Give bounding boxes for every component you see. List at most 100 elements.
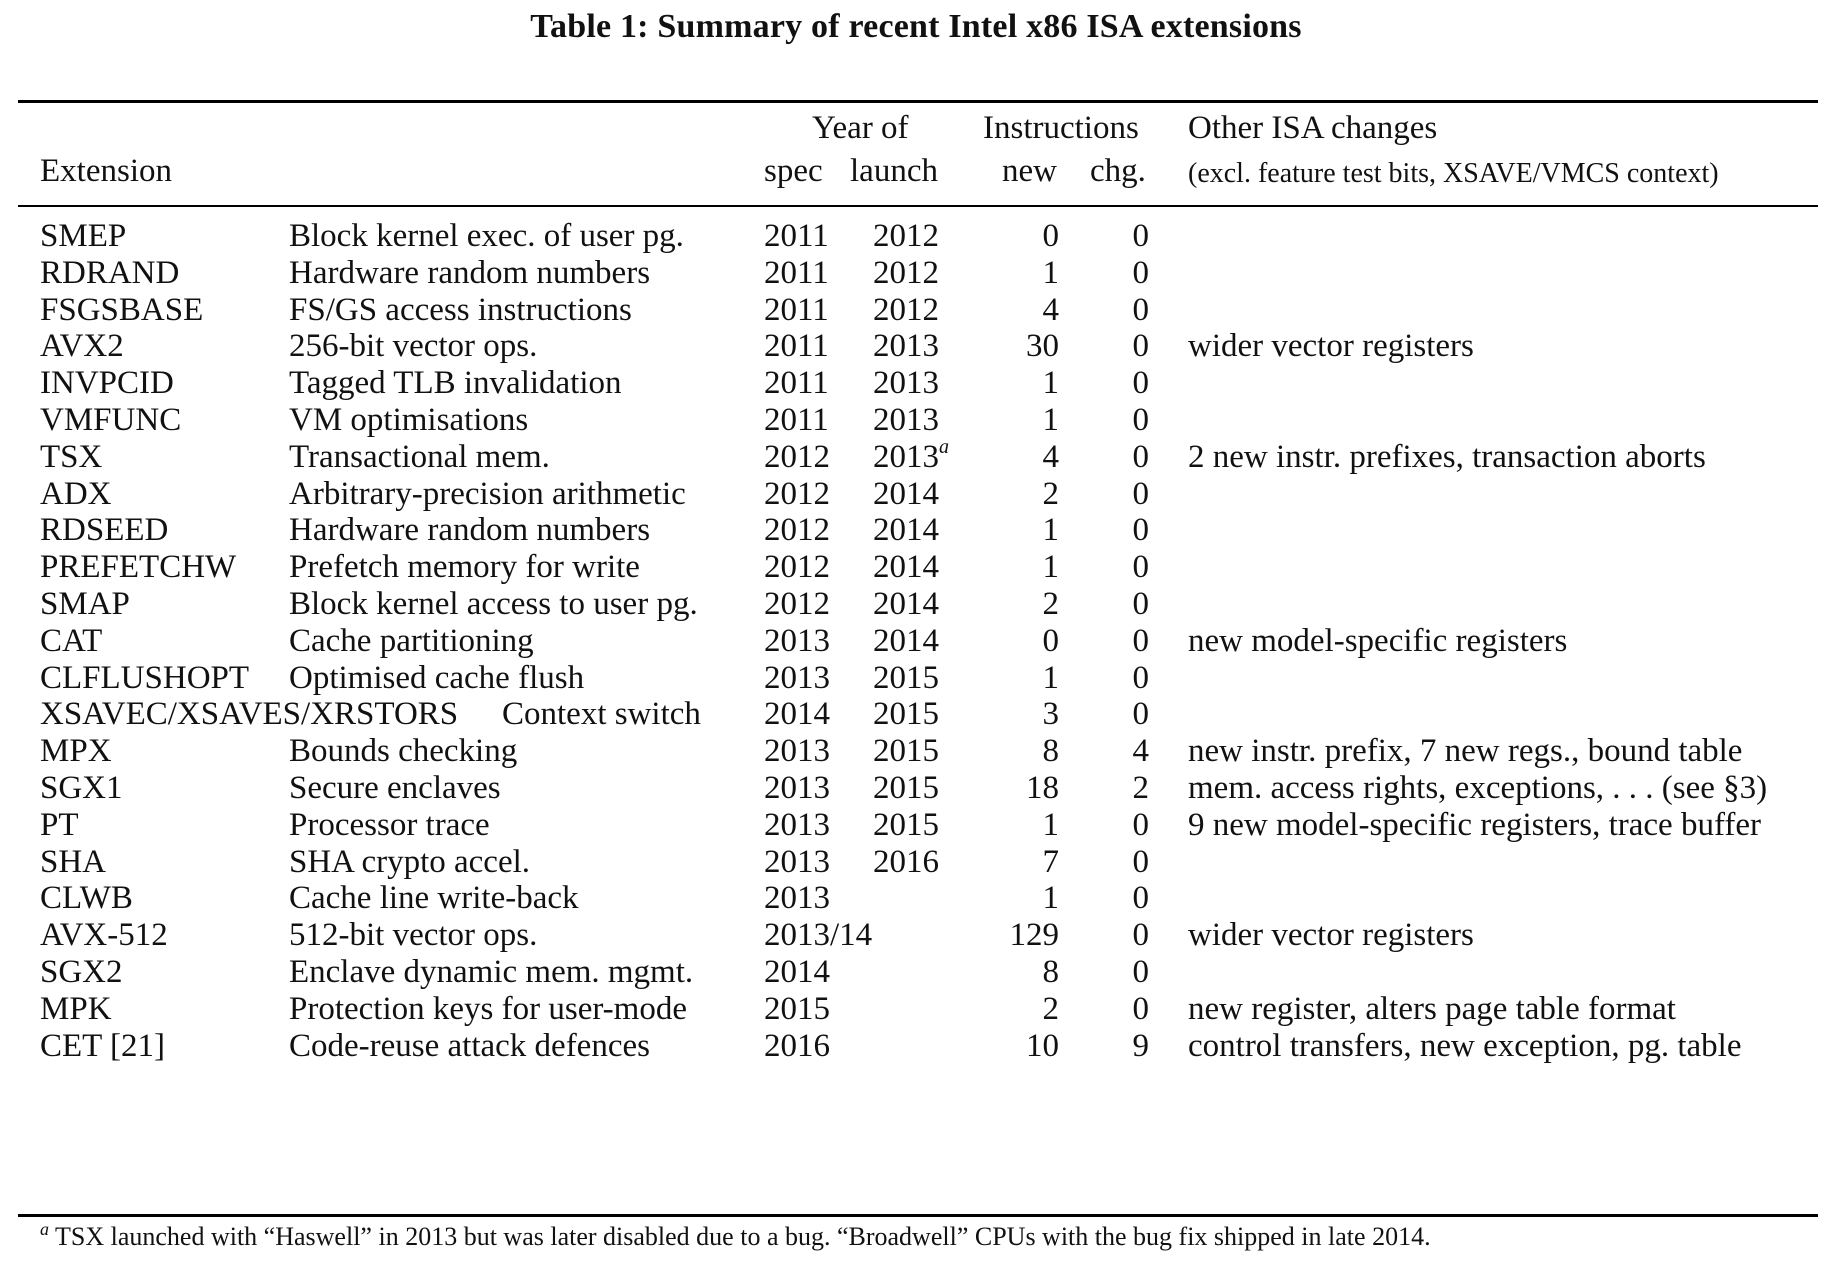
header-year-of: Year of [812, 110, 909, 146]
cell-extension: PREFETCHW [40, 549, 237, 586]
cell-instructions-new: 1 [1042, 806, 1060, 843]
cell-extension: RDRAND [40, 254, 180, 291]
cell-extension: TSX [40, 438, 103, 475]
cell-year-launch: 2015 [873, 733, 939, 770]
cell-year-spec: 2012 [764, 512, 830, 549]
cell-year-spec: 2013/14 [764, 917, 873, 954]
cell-instructions-chg: 0 [1132, 254, 1150, 291]
cell-instructions-chg: 0 [1132, 954, 1150, 990]
table-row: VMFUNC VM optimisations 2011 2013 1 0 [0, 399, 1832, 442]
table-row: PREFETCHW Prefetch memory for write 2012 20… [0, 546, 1832, 589]
cell-description: Bounds checking [289, 733, 518, 770]
header-rule [18, 205, 1818, 207]
table-row: CAT Cache partitioning 2013 2014 0 0 new model… [0, 620, 1832, 663]
cell-year-spec: 2013 [764, 770, 830, 806]
header-new: new [1002, 153, 1057, 189]
cell-extension: AVX-512 [40, 917, 168, 954]
cell-instructions-chg: 2 [1132, 770, 1150, 806]
bottom-rule [18, 1214, 1818, 1217]
cell-description: Transactional mem. [289, 438, 550, 475]
cell-description: Cache line write-back [289, 880, 579, 917]
cell-instructions-new: 2 [1042, 990, 1060, 1027]
table-row: SMEP Block kernel exec. of user pg. 2011 20… [0, 215, 1832, 258]
header-chg: chg. [1090, 153, 1146, 189]
cell-instructions-new: 7 [1042, 843, 1060, 880]
cell-year-spec: 2014 [764, 696, 830, 733]
table-row: TSX Transactional mem. 2012 2013a 4 0 2 new in… [0, 436, 1832, 479]
cell-instructions-chg: 0 [1132, 328, 1150, 365]
table-row: AVX-512 512-bit vector ops. 2013/14 129 0 wid… [0, 914, 1832, 957]
cell-extension: INVPCID [40, 365, 174, 402]
cell-instructions-chg: 9 [1132, 1027, 1150, 1064]
cell-instructions-new: 1 [1042, 549, 1060, 586]
cell-description: VM optimisations [289, 402, 529, 438]
cell-instructions-new: 2 [1042, 586, 1060, 622]
cell-year-launch: 2014 [873, 622, 939, 659]
cell-year-launch: 2013 [873, 328, 939, 365]
cell-instructions-chg: 0 [1132, 475, 1150, 512]
cell-extension: SGX1 [40, 770, 123, 806]
table-row: SGX1 Secure enclaves 2013 2015 18 2 mem. acces… [0, 767, 1832, 810]
cell-year-launch: 2013 [873, 402, 939, 438]
cell-instructions-new: 1 [1042, 365, 1060, 402]
table-row: PT Processor trace 2013 2015 1 0 9 new model-s… [0, 804, 1832, 847]
table-row: CLFLUSHOPT Optimised cache flush 2013 2015 1… [0, 657, 1832, 700]
table-row: SGX2 Enclave dynamic mem. mgmt. 2014 8 0 [0, 951, 1832, 994]
cell-extension: XSAVEC/XSAVES/XRSTORS [40, 696, 459, 733]
cell-year-spec: 2014 [764, 954, 830, 990]
cell-other-isa-changes: wider vector registers [1188, 328, 1474, 365]
cell-instructions-new: 0 [1042, 622, 1060, 659]
cell-description: Secure enclaves [289, 770, 501, 806]
table-row: AVX2 256-bit vector ops. 2011 2013 30 0 wider … [0, 325, 1832, 368]
cell-description: Optimised cache flush [289, 659, 585, 696]
cell-year-spec: 2013 [764, 622, 830, 659]
cell-description: Enclave dynamic mem. mgmt. [289, 954, 694, 990]
table-row: CLWB Cache line write-back 2013 1 0 [0, 877, 1832, 920]
cell-description: Block kernel access to user pg. [289, 586, 698, 622]
cell-instructions-chg: 0 [1132, 512, 1150, 549]
cell-description: Protection keys for user-mode [289, 990, 687, 1027]
cell-instructions-new: 8 [1042, 954, 1060, 990]
cell-extension: VMFUNC [40, 402, 182, 438]
cell-extension: ADX [40, 475, 112, 512]
cell-other-isa-changes: wider vector registers [1188, 917, 1474, 954]
cell-year-launch: 2014 [873, 512, 939, 549]
header-spec: spec [764, 153, 823, 189]
cell-description: Tagged TLB invalidation [289, 365, 622, 402]
cell-instructions-new: 129 [1009, 917, 1060, 954]
cell-year-spec: 2012 [764, 438, 830, 475]
cell-year-spec: 2011 [764, 218, 829, 254]
cell-year-spec: 2013 [764, 880, 830, 917]
cell-extension: CET [21] [40, 1027, 165, 1064]
top-rule [18, 100, 1818, 103]
cell-instructions-new: 1 [1042, 402, 1060, 438]
cell-year-spec: 2011 [764, 254, 829, 291]
cell-extension: AVX2 [40, 328, 124, 365]
cell-other-isa-changes: new register, alters page table format [1188, 990, 1676, 1027]
cell-other-isa-changes: control transfers, new exception, pg. ta… [1188, 1027, 1742, 1064]
cell-year-launch: 2016 [873, 843, 939, 880]
cell-year-launch: 2014 [873, 549, 939, 586]
cell-extension: MPX [40, 733, 112, 770]
header-other-isa-note: (excl. feature test bits, XSAVE/VMCS con… [1188, 158, 1719, 189]
cell-instructions-new: 4 [1042, 438, 1060, 475]
cell-description: 256-bit vector ops. [289, 328, 538, 365]
cell-instructions-chg: 0 [1132, 586, 1150, 622]
cell-instructions-chg: 0 [1132, 365, 1150, 402]
cell-year-launch: 2012 [873, 218, 939, 254]
cell-other-isa-changes: new instr. prefix, 7 new regs., bound ta… [1188, 733, 1743, 770]
cell-other-isa-changes: 2 new instr. prefixes, transaction abort… [1188, 438, 1706, 475]
cell-instructions-new: 1 [1042, 254, 1060, 291]
cell-year-spec: 2015 [764, 990, 830, 1027]
cell-description: Block kernel exec. of user pg. [289, 218, 684, 254]
cell-instructions-chg: 0 [1132, 806, 1150, 843]
header-other-isa: Other ISA changes [1188, 110, 1438, 146]
cell-instructions-new: 8 [1042, 733, 1060, 770]
cell-year-spec: 2012 [764, 549, 830, 586]
table-row: FSGSBASE FS/GS access instructions 2011 201… [0, 289, 1832, 332]
cell-instructions-chg: 0 [1132, 438, 1150, 475]
cell-instructions-chg: 0 [1132, 990, 1150, 1027]
cell-instructions-new: 3 [1042, 696, 1060, 733]
table-row: RDRAND Hardware random numbers 2011 2012 1 0 [0, 252, 1832, 295]
cell-year-launch: 2015 [873, 696, 939, 733]
